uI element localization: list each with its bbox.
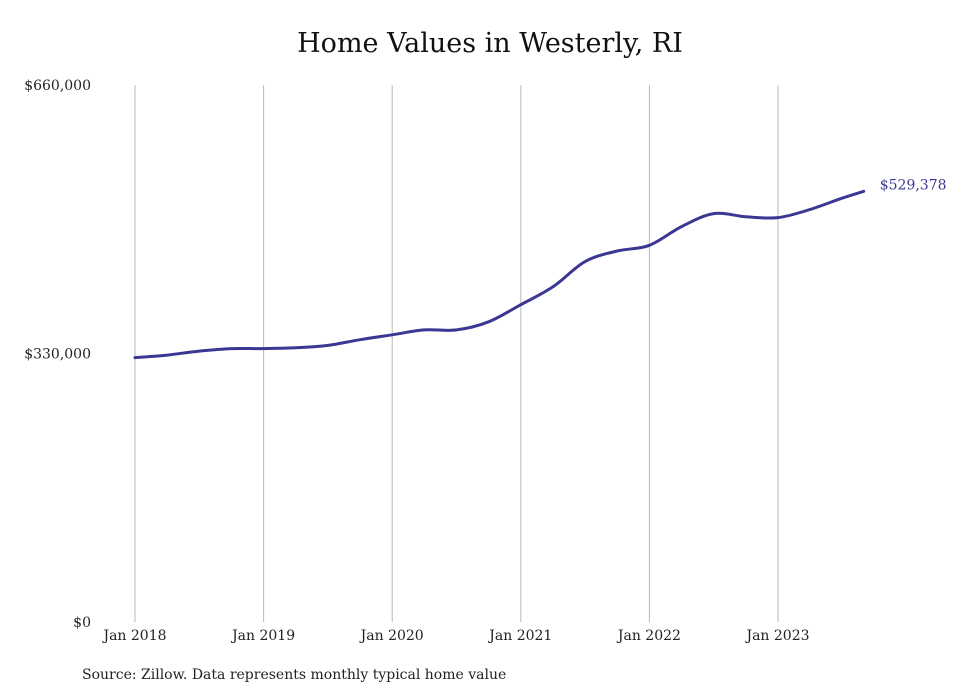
axes: Jan 2018 Jan 2019 Jan 2020 Jan 2021 Jan 2022… (24, 78, 809, 644)
x-tick-label: Jan 2023 (744, 628, 809, 644)
y-tick-label: $330,000 (24, 347, 91, 363)
x-tick-label: Jan 2018 (101, 628, 166, 644)
series-end-label: $529,378 (880, 177, 947, 193)
gridlines (134, 85, 779, 622)
y-tick-label: $0 (73, 615, 91, 631)
x-tick-label: Jan 2020 (359, 628, 424, 644)
x-tick-label: Jan 2021 (487, 628, 552, 644)
x-tick-label: Jan 2022 (616, 628, 681, 644)
x-tick-label: Jan 2019 (230, 628, 295, 644)
y-tick-label: $660,000 (24, 78, 91, 94)
source-note: Source: Zillow. Data represents monthly … (82, 667, 507, 683)
series-layer: $529,378 (133, 177, 947, 360)
series-line-0 (133, 189, 866, 360)
chart-title: Home Values in Westerly, RI (297, 28, 683, 59)
